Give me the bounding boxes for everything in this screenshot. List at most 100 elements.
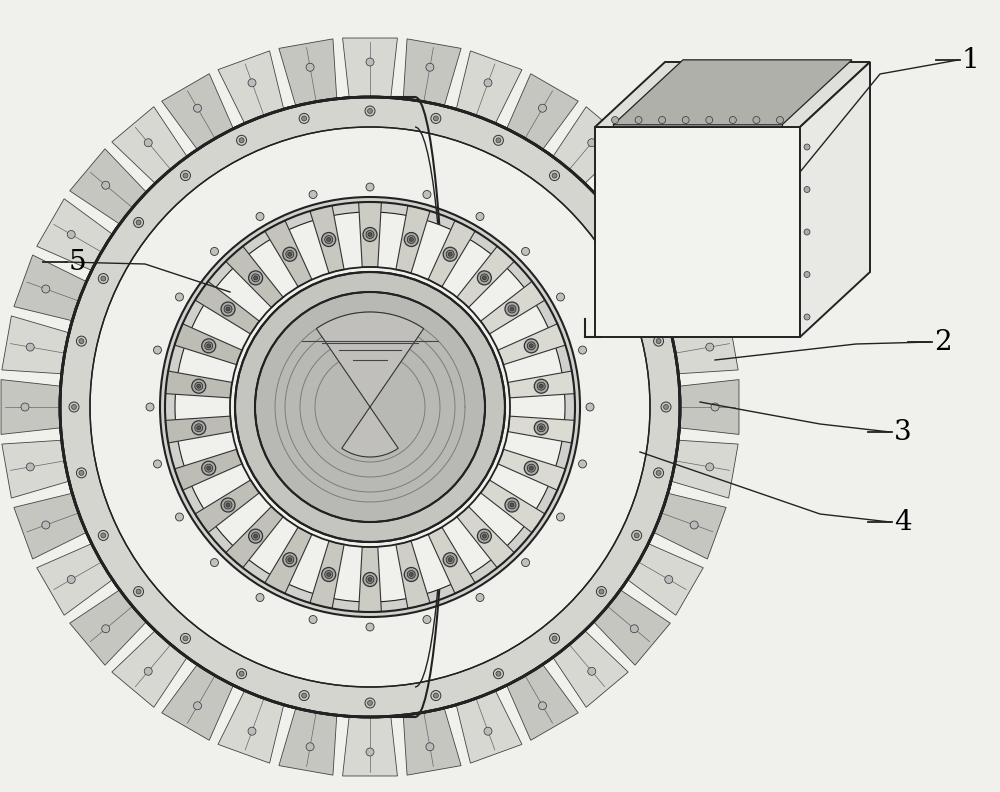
Circle shape xyxy=(493,135,503,145)
Polygon shape xyxy=(165,416,232,443)
Polygon shape xyxy=(800,62,870,337)
Circle shape xyxy=(153,346,161,354)
Circle shape xyxy=(729,116,736,124)
Circle shape xyxy=(366,623,374,631)
Circle shape xyxy=(480,532,488,540)
Circle shape xyxy=(175,212,565,602)
Circle shape xyxy=(98,273,108,284)
Circle shape xyxy=(477,271,491,285)
Circle shape xyxy=(443,553,457,567)
Circle shape xyxy=(596,587,606,596)
Circle shape xyxy=(804,229,810,235)
Polygon shape xyxy=(428,220,475,287)
Circle shape xyxy=(224,501,232,509)
Circle shape xyxy=(309,615,317,623)
Circle shape xyxy=(235,272,505,542)
Circle shape xyxy=(634,276,639,281)
Polygon shape xyxy=(2,434,160,498)
Polygon shape xyxy=(310,541,344,608)
Circle shape xyxy=(237,668,247,679)
Circle shape xyxy=(254,276,258,280)
Circle shape xyxy=(136,589,141,594)
Circle shape xyxy=(599,220,604,225)
Polygon shape xyxy=(162,74,272,227)
Circle shape xyxy=(224,305,232,313)
Polygon shape xyxy=(37,199,189,309)
Circle shape xyxy=(524,339,538,352)
Circle shape xyxy=(482,276,486,280)
Circle shape xyxy=(706,343,714,351)
Circle shape xyxy=(134,218,144,227)
Circle shape xyxy=(539,384,543,388)
Circle shape xyxy=(654,336,664,346)
Circle shape xyxy=(580,326,586,333)
Circle shape xyxy=(564,517,570,524)
Circle shape xyxy=(550,170,560,181)
Circle shape xyxy=(635,116,642,124)
Circle shape xyxy=(706,116,713,124)
Circle shape xyxy=(170,517,176,524)
Circle shape xyxy=(42,285,50,293)
Circle shape xyxy=(237,135,247,145)
Text: 2: 2 xyxy=(934,329,952,356)
Circle shape xyxy=(505,498,519,512)
Circle shape xyxy=(195,424,203,432)
Circle shape xyxy=(448,558,452,562)
Circle shape xyxy=(804,186,810,192)
Circle shape xyxy=(76,336,86,346)
Circle shape xyxy=(534,421,548,435)
Polygon shape xyxy=(396,206,430,273)
Circle shape xyxy=(365,698,375,708)
Polygon shape xyxy=(481,480,545,533)
Polygon shape xyxy=(175,449,242,490)
Circle shape xyxy=(409,573,413,577)
Circle shape xyxy=(586,403,594,411)
Circle shape xyxy=(79,470,84,475)
Circle shape xyxy=(306,63,314,71)
Circle shape xyxy=(407,570,415,578)
Circle shape xyxy=(484,727,492,735)
Circle shape xyxy=(226,503,230,507)
Circle shape xyxy=(476,593,484,602)
Circle shape xyxy=(481,208,487,213)
Circle shape xyxy=(195,383,203,390)
Circle shape xyxy=(192,379,206,393)
Circle shape xyxy=(366,183,374,191)
Polygon shape xyxy=(580,316,738,380)
Polygon shape xyxy=(498,449,565,490)
Circle shape xyxy=(407,235,415,243)
Polygon shape xyxy=(165,371,232,398)
Polygon shape xyxy=(397,617,461,775)
Polygon shape xyxy=(37,505,189,615)
Circle shape xyxy=(289,617,295,623)
Circle shape xyxy=(431,113,441,124)
Polygon shape xyxy=(265,220,312,287)
Circle shape xyxy=(510,503,514,507)
Circle shape xyxy=(254,208,260,213)
Circle shape xyxy=(60,97,680,717)
Circle shape xyxy=(599,589,604,594)
Circle shape xyxy=(661,402,671,412)
Circle shape xyxy=(101,276,106,281)
Circle shape xyxy=(288,253,292,257)
Circle shape xyxy=(524,461,538,475)
Circle shape xyxy=(221,302,235,316)
Circle shape xyxy=(325,570,333,578)
Circle shape xyxy=(656,470,661,475)
Circle shape xyxy=(72,405,77,409)
Circle shape xyxy=(180,170,190,181)
Circle shape xyxy=(249,271,263,285)
Circle shape xyxy=(445,191,451,196)
Circle shape xyxy=(302,116,307,121)
Circle shape xyxy=(484,79,492,87)
Circle shape xyxy=(404,233,418,246)
Circle shape xyxy=(134,587,144,596)
Circle shape xyxy=(21,403,29,411)
Polygon shape xyxy=(568,255,726,343)
Circle shape xyxy=(254,534,258,538)
Circle shape xyxy=(286,556,294,564)
Circle shape xyxy=(210,247,218,256)
Circle shape xyxy=(366,576,374,584)
Circle shape xyxy=(612,116,618,124)
Circle shape xyxy=(659,116,666,124)
